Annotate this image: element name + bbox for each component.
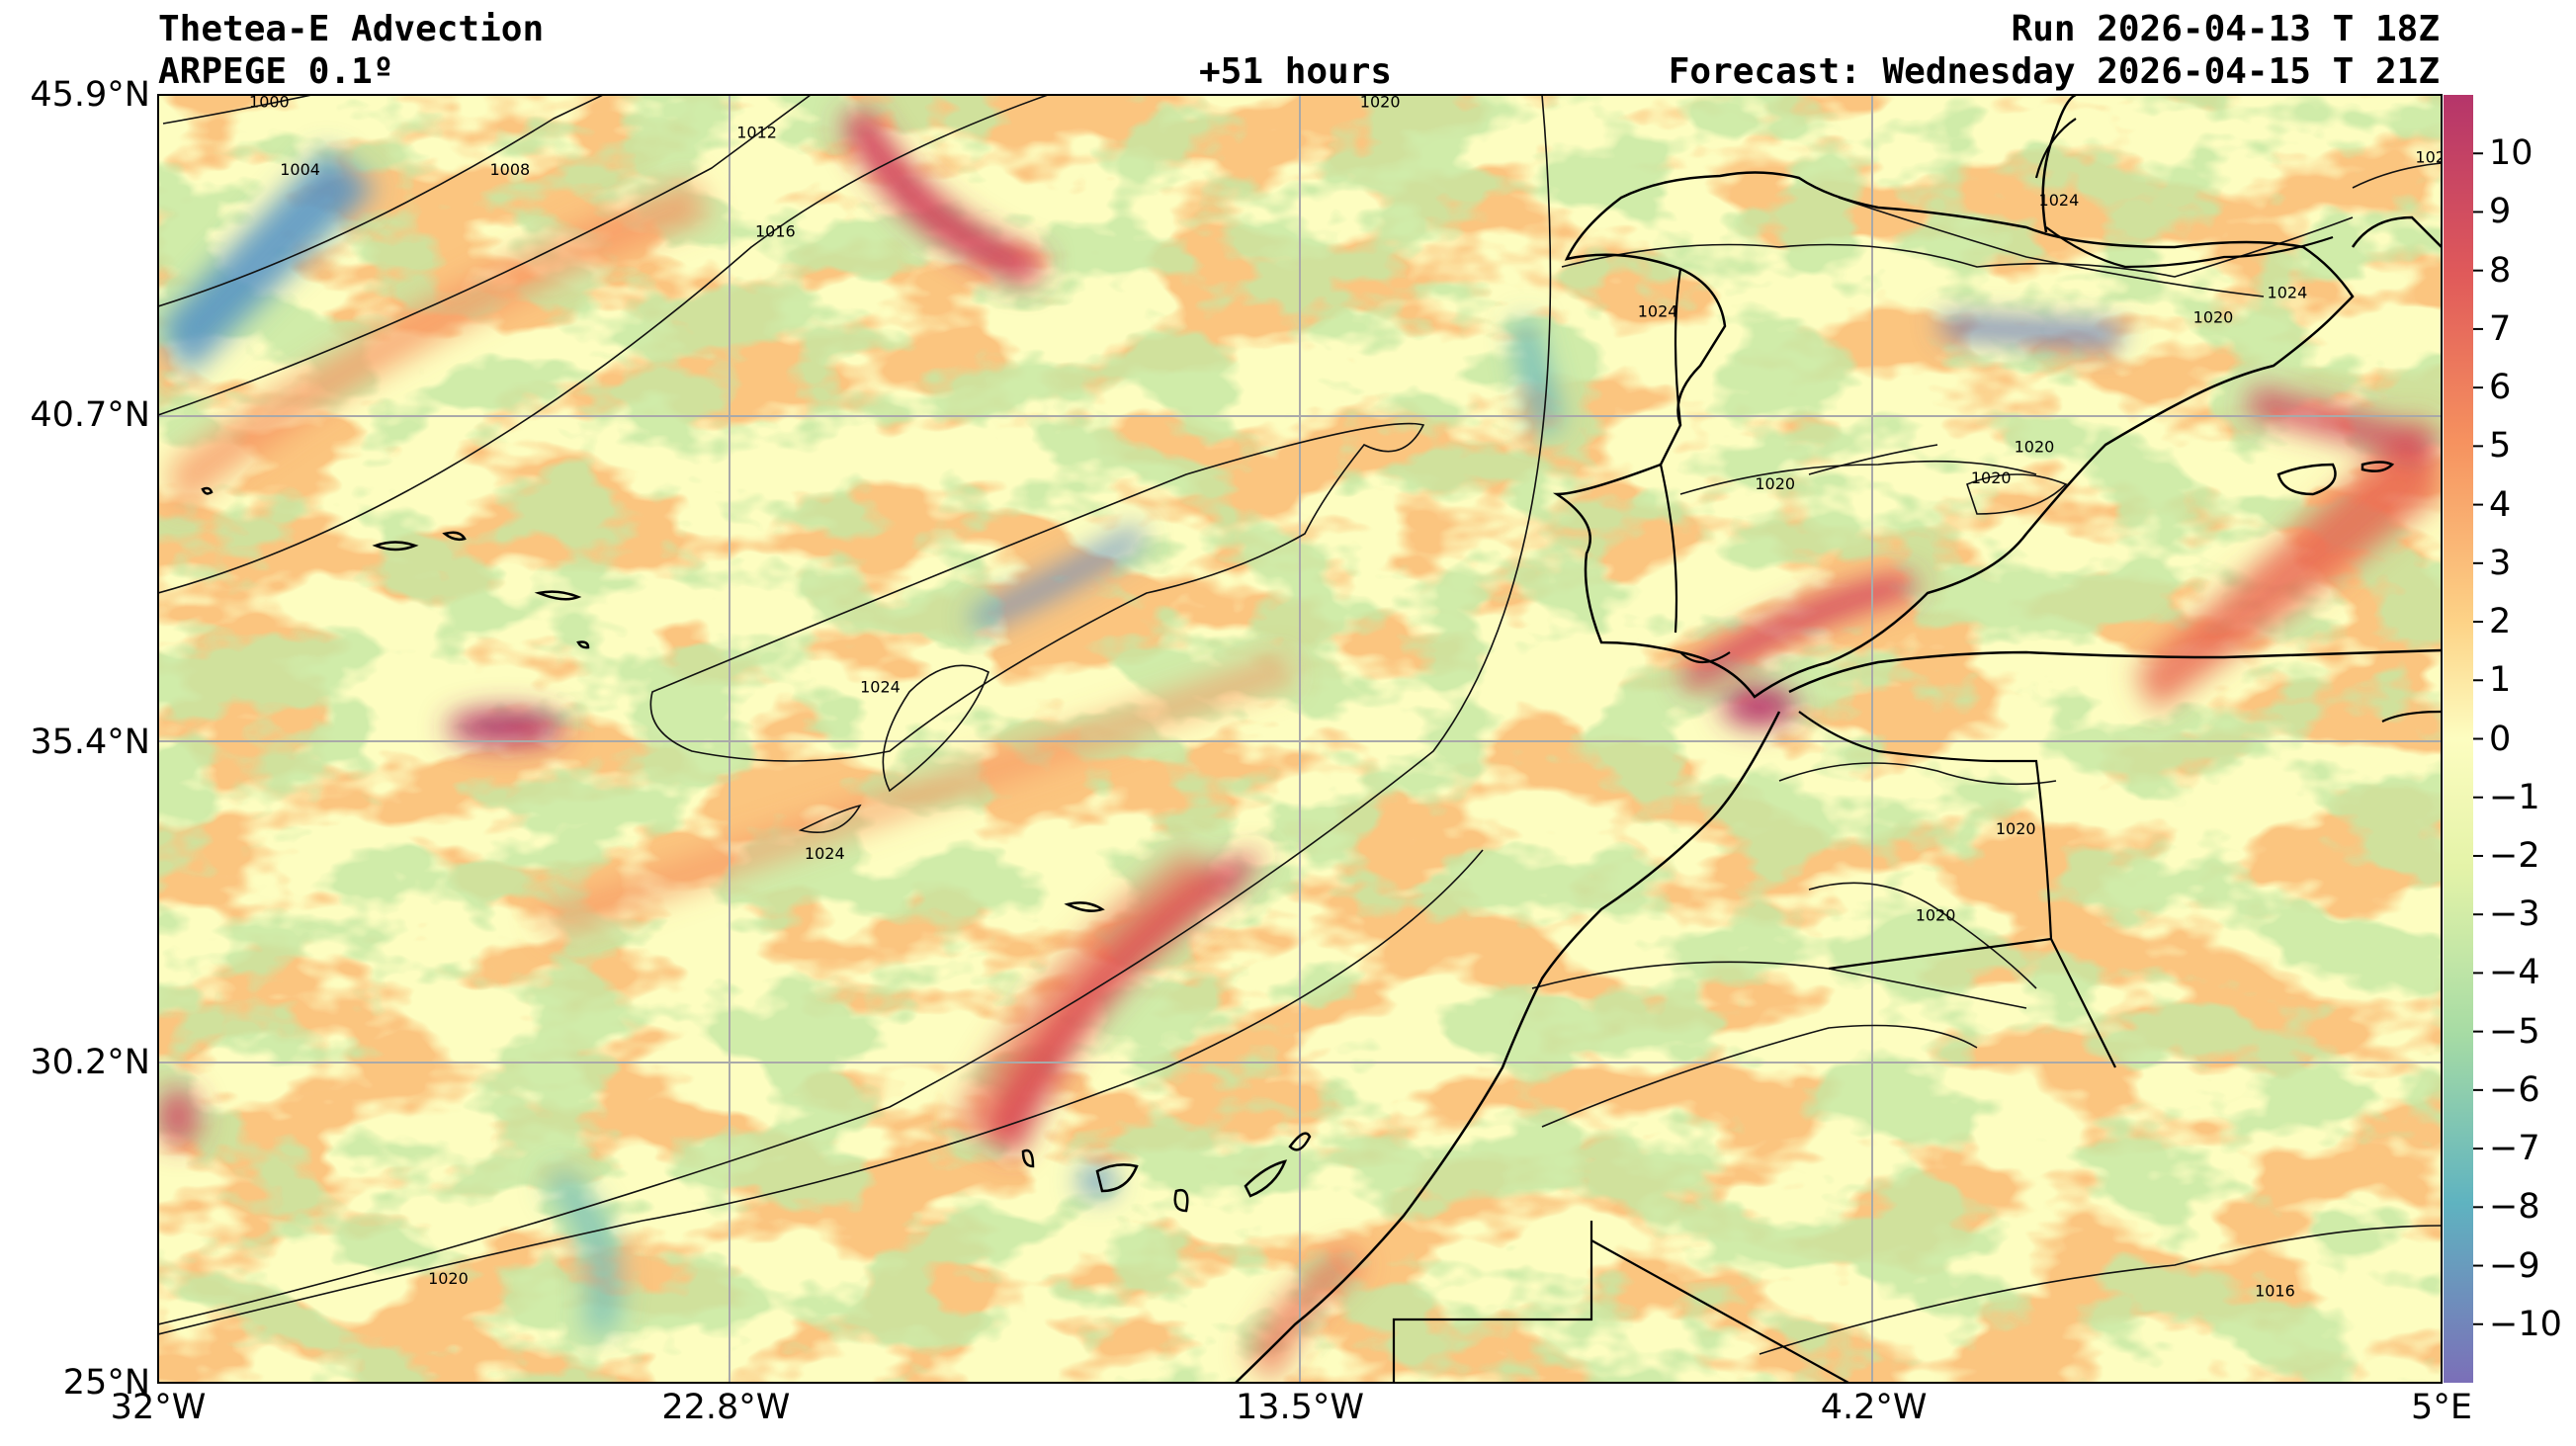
colorbar-label: −9 <box>2489 1245 2540 1286</box>
colorbar-label: −8 <box>2489 1187 2540 1228</box>
isobar-label: 1024 <box>1638 301 1678 320</box>
lon-tick-label: 5°E <box>2411 1388 2472 1427</box>
isobar-label: 1024 <box>805 844 845 863</box>
lat-tick-label: 35.4°N <box>30 722 150 762</box>
coastlines <box>201 95 2442 1383</box>
model-name: ARPEGE 0.1º <box>158 51 394 92</box>
graticule <box>158 95 2442 1383</box>
isobar-label: 1012 <box>736 124 777 142</box>
isobar-label: 1016 <box>755 221 796 240</box>
colorbar-label: 2 <box>2489 602 2512 642</box>
colorbar-label: −1 <box>2489 777 2540 817</box>
colorbar-label: −6 <box>2489 1069 2540 1110</box>
isobar-label: 1016 <box>2255 1282 2295 1301</box>
colorbar-label: −5 <box>2489 1011 2540 1052</box>
lead-time: +51 hours <box>1199 51 1393 92</box>
isobar-label: 1020 <box>2415 148 2455 167</box>
colorbar-label: 1 <box>2489 660 2512 701</box>
colorbar-label: 8 <box>2489 250 2512 291</box>
colorbar-label: −10 <box>2489 1304 2562 1344</box>
isobar-lines <box>158 95 2442 1355</box>
advection-field: 1000 1004 1008 1012 1016 1020 1024 1024 1020 1024… <box>158 92 2455 1383</box>
isobar-label: 1020 <box>428 1269 469 1288</box>
isobar-label: 1020 <box>1971 468 2012 487</box>
lon-tick-label: 22.8°W <box>661 1388 791 1427</box>
lat-tick-label: 25°N <box>62 1363 150 1403</box>
isobar-label: 1020 <box>2015 438 2055 457</box>
colorbar-label: 3 <box>2489 543 2512 583</box>
isobar-label: 1004 <box>280 160 320 179</box>
isobar-label: 1024 <box>2268 284 2308 302</box>
colorbar-label: 10 <box>2489 133 2533 174</box>
colorbar-label: 4 <box>2489 484 2512 525</box>
isobar-label: 1008 <box>490 160 531 179</box>
isobar-label: 1024 <box>860 678 901 697</box>
colorbar-label: 5 <box>2489 426 2512 467</box>
colorbar-label: 7 <box>2489 308 2512 349</box>
plot-frame <box>157 94 2443 1384</box>
forecast-time: Forecast: Wednesday 2026-04-15 T 21Z <box>1668 51 2440 92</box>
colorbar-label: −4 <box>2489 953 2540 993</box>
colorbar-label: 9 <box>2489 192 2512 232</box>
lon-tick-label: 4.2°W <box>1820 1388 1928 1427</box>
lon-tick-label: 13.5°W <box>1235 1388 1365 1427</box>
lat-tick-label: 45.9°N <box>30 75 150 115</box>
borders <box>1392 118 2442 1383</box>
colorbar-scale <box>2444 95 2473 1383</box>
isobar-label: 1024 <box>2039 191 2080 210</box>
colorbar-label: −7 <box>2489 1129 2540 1169</box>
run-time: Run 2026-04-13 T 18Z <box>2011 9 2440 49</box>
colorbar-label: −2 <box>2489 835 2540 876</box>
lat-tick-label: 30.2°N <box>30 1042 150 1082</box>
isobar-label: 1020 <box>1916 905 1956 924</box>
map-title: Thetea-E Advection <box>158 9 545 49</box>
isobar-label: 1020 <box>1360 92 1401 111</box>
isobar-labels: 1000 1004 1008 1012 1016 1020 1024 1024 1020 1024… <box>249 92 2455 1301</box>
colorbar-label: 6 <box>2489 368 2512 408</box>
lat-tick-label: 40.7°N <box>30 395 150 436</box>
colorbar-label: 0 <box>2489 719 2512 759</box>
isobar-label: 1020 <box>2193 308 2234 327</box>
isobar-label: 1020 <box>1755 474 1795 493</box>
lon-tick-label: 32°W <box>110 1388 207 1427</box>
isobar-label: 1000 <box>249 92 290 111</box>
colorbar-label: −3 <box>2489 894 2540 935</box>
isobar-label: 1020 <box>1996 819 2036 838</box>
colorbar <box>2444 95 2483 1383</box>
